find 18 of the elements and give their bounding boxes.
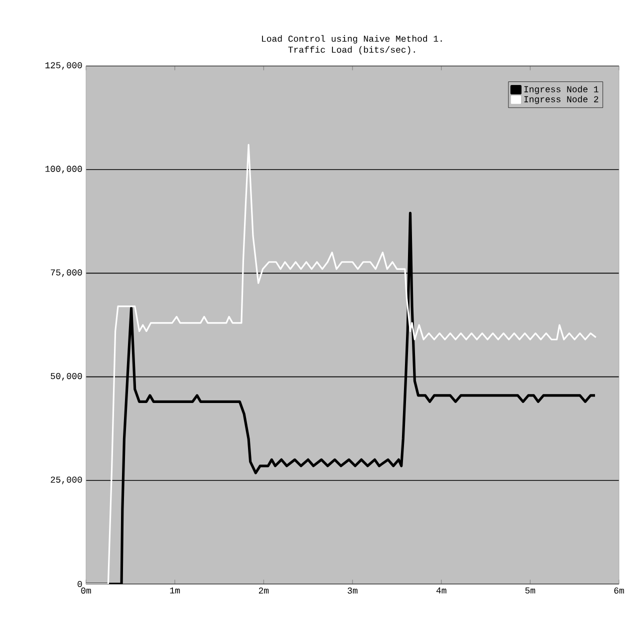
x-tick-label: 6m: [614, 588, 624, 594]
x-tick-label: 2m: [258, 588, 269, 594]
y-tick-label: 75,000: [50, 269, 82, 277]
y-tick-label: 0: [78, 580, 82, 588]
line-series: [86, 144, 597, 584]
legend-label: Ingress Node 1: [524, 86, 598, 94]
y-tick-label: 25,000: [50, 476, 82, 484]
x-tick-label: 5m: [525, 588, 536, 594]
chart-subtitle: Traffic Load (bits/sec).: [288, 46, 415, 54]
x-tick-label: 0m: [81, 588, 91, 594]
x-tick-label: 4m: [436, 588, 446, 594]
y-tick-label: 50,000: [50, 373, 82, 381]
x-tick-label: 3m: [348, 588, 358, 594]
y-tick-label: 125,000: [45, 62, 82, 70]
y-tick-label: 100,000: [45, 166, 82, 174]
chart-title: Load Control using Naive Method 1.: [262, 35, 442, 44]
x-tick-label: 1m: [170, 588, 180, 594]
legend-label: Ingress Node 2: [524, 96, 598, 104]
